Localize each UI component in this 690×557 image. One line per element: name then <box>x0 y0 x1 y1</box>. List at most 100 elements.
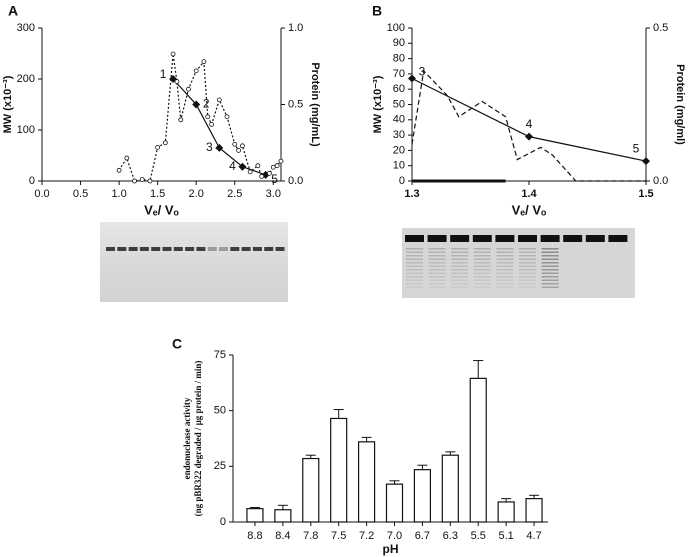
bar <box>497 501 515 523</box>
gel-smear <box>473 276 491 278</box>
circle-marker <box>209 121 215 127</box>
gel-smear <box>473 262 491 264</box>
gel-smear <box>541 269 559 271</box>
gel-band <box>162 247 172 251</box>
gel-smear <box>541 272 559 274</box>
gel-smear <box>496 262 514 264</box>
gel-smear <box>541 286 559 288</box>
y2-tick-label: 1.0 <box>288 22 303 34</box>
gel-band <box>185 247 195 251</box>
gel-smear <box>428 283 446 285</box>
gel-band <box>139 247 149 251</box>
circle-marker <box>259 174 265 179</box>
gel-smear <box>496 286 514 288</box>
gel-band <box>117 247 127 251</box>
bar <box>357 441 376 523</box>
circle-marker <box>193 68 199 74</box>
gel-smear <box>428 265 446 267</box>
gel-smear <box>496 272 514 274</box>
x-tick-label: 1.0 <box>111 188 126 200</box>
y-axis-title: (ng pBR322 degraded / µg protein / min) <box>193 361 203 517</box>
y-tick-label: 40 <box>393 114 405 126</box>
gel-smear <box>519 258 536 260</box>
gel-smear <box>406 269 423 271</box>
gel-smear <box>541 265 559 267</box>
gel-band <box>405 235 424 242</box>
gel-smear <box>428 262 446 264</box>
gel-band <box>196 247 206 251</box>
gel-smear <box>428 255 446 257</box>
circle-marker <box>174 79 180 84</box>
gel-smear <box>473 269 491 271</box>
gel-smear <box>541 262 559 264</box>
point-label: 1 <box>160 67 167 81</box>
circle-marker <box>236 147 241 153</box>
gel-band <box>540 235 560 242</box>
gel-smear <box>473 272 491 274</box>
gel-smear <box>428 269 446 271</box>
gel-smear <box>496 251 514 253</box>
bar <box>441 454 459 523</box>
diamond-marker <box>642 157 650 166</box>
bar <box>525 498 543 523</box>
gel-smear <box>428 251 446 253</box>
y-tick-label: 0 <box>220 516 226 528</box>
gel-band <box>450 235 470 242</box>
series-line <box>118 53 282 182</box>
x-axis-title: Vₑ/ Vₒ <box>144 202 179 217</box>
gel-smear <box>496 255 514 257</box>
gel-smear <box>519 272 536 274</box>
y2-tick-label: 0.5 <box>288 98 303 110</box>
gel-band <box>585 235 605 242</box>
gel-smear <box>519 248 536 250</box>
gel-smear <box>451 269 469 271</box>
point-label: 3 <box>206 140 213 154</box>
y-tick-label: 80 <box>393 53 405 65</box>
gel-smear <box>541 276 559 278</box>
gel-band <box>207 247 217 251</box>
circle-marker <box>155 144 161 150</box>
gel-smear <box>451 283 469 285</box>
gel-smear <box>428 258 446 260</box>
x-tick-label: 1.4 <box>521 188 537 200</box>
y-tick-label: 200 <box>17 73 35 85</box>
y-tick-label: 50 <box>393 98 405 110</box>
y-tick-label: 50 <box>214 405 226 417</box>
gel-smear <box>451 262 469 264</box>
y-tick-label: 60 <box>393 83 405 95</box>
x-tick-label: 5.5 <box>471 530 486 542</box>
gel-band <box>230 247 240 251</box>
gel-band <box>173 247 183 251</box>
y2-tick-label: 0.5 <box>653 22 668 34</box>
gel-smear <box>541 248 559 250</box>
x-tick-label: 7.0 <box>387 530 402 542</box>
x-axis-title: pH <box>383 542 399 556</box>
gel-smear <box>519 255 536 257</box>
diamond-marker <box>192 100 201 109</box>
diamond-marker <box>525 132 533 141</box>
gel-smear <box>451 251 469 253</box>
gel-band <box>427 235 447 242</box>
gel-smear <box>451 265 469 267</box>
gel-band <box>495 235 515 242</box>
gel-smear <box>519 269 536 271</box>
gel-smear <box>519 276 536 278</box>
gel-smear <box>406 262 423 264</box>
gel-smear <box>496 269 514 271</box>
gel-smear <box>473 279 491 281</box>
x-tick-label: 8.8 <box>247 530 262 542</box>
gel-smear <box>473 265 491 267</box>
gel-smear <box>406 255 423 257</box>
x-tick-label: 2.0 <box>189 188 204 200</box>
gel-smear <box>473 258 491 260</box>
gel-band <box>219 247 228 251</box>
gel-smear <box>406 251 423 253</box>
gel-smear <box>496 258 514 260</box>
gel-smear <box>451 248 469 250</box>
diamond-marker <box>238 162 247 171</box>
x-axis-title: Vₑ/ Vₒ <box>512 202 547 217</box>
circle-marker <box>267 170 272 176</box>
circle-marker <box>274 163 280 169</box>
bar <box>274 509 292 523</box>
gel-band <box>252 247 262 251</box>
